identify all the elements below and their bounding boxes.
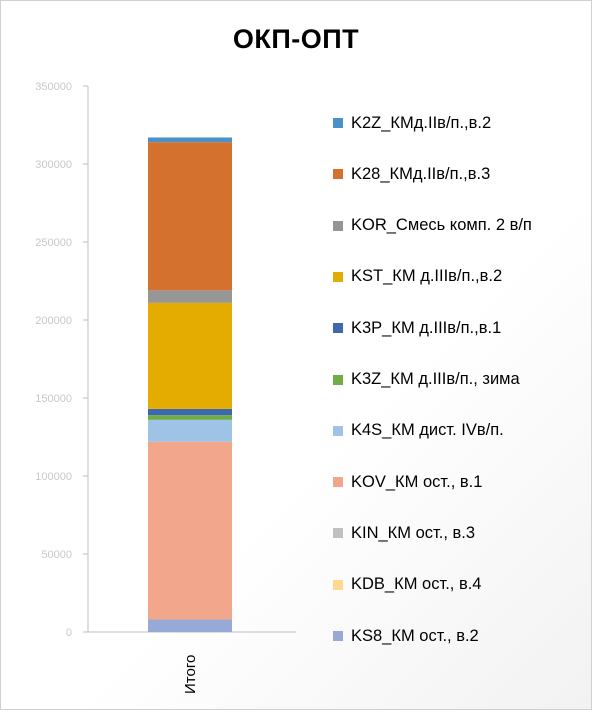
legend-label: K28_КМд.IIв/п.,в.3 [351, 164, 491, 183]
y-tick-label: 100000 [35, 471, 72, 483]
legend-swatch [333, 528, 343, 539]
legend-item: KOV_КМ ост., в.1 [333, 471, 482, 493]
legend-label: KOR_Смесь комп. 2 в/п [351, 216, 532, 235]
legend-swatch [333, 477, 343, 488]
bar-segment-8 [148, 302, 232, 409]
legend-label: KS8_КМ ост., в.2 [351, 626, 479, 645]
legend-item: KS8_КМ ост., в.2 [333, 625, 479, 647]
legend-item: K2Z_КМд.IIв/п.,в.2 [333, 112, 491, 134]
legend-item: KST_КМ д.IIIв/п.,в.2 [333, 266, 502, 288]
legend-label: KOV_КМ ост., в.1 [351, 472, 483, 491]
y-tick-label: 350000 [35, 81, 72, 93]
legend-label: K2Z_КМд.IIв/п.,в.2 [351, 113, 492, 132]
y-tick-label: 200000 [35, 315, 72, 327]
legend-swatch [333, 118, 343, 128]
bar-segment-7 [148, 408, 232, 416]
bar-segment-5 [148, 419, 232, 442]
bar-segment-6 [148, 415, 232, 420]
bar-segment-1 [148, 619, 232, 632]
legend-swatch [333, 169, 343, 180]
legend-swatch [333, 631, 343, 641]
bar-segment-10 [148, 142, 232, 291]
y-tick-label: 0 [66, 627, 72, 639]
x-category-label: Итого [182, 654, 199, 694]
legend-label: K4S_КМ дист. IVв/п. [351, 421, 504, 440]
y-tick-label: 300000 [35, 159, 72, 171]
bar-segment-9 [148, 290, 232, 303]
legend-item: KDB_КМ ост., в.4 [333, 574, 481, 596]
chart-title: ОКП-ОПТ [232, 24, 360, 54]
legend-label: KDB_КМ ост., в.4 [351, 575, 482, 594]
y-tick-label: 150000 [35, 393, 72, 405]
legend-label: KIN_КМ ост., в.3 [351, 523, 476, 542]
legend-item: K3P_КМ д.IIIв/п.,в.1 [333, 317, 501, 339]
legend-item: K3Z_КМ д.IIIв/п., зима [333, 369, 520, 391]
bar-segment-4 [148, 441, 232, 620]
legend-item: KOR_Смесь комп. 2 в/п [333, 215, 532, 237]
y-tick-label: 50000 [41, 549, 72, 561]
legend-item: K4S_КМ дист. IVв/п. [333, 420, 504, 442]
legend-label: K3Z_КМ д.IIIв/п., зима [351, 370, 520, 388]
legend-label: K3P_КМ д.IIIв/п.,в.1 [351, 318, 502, 337]
legend-swatch [333, 579, 343, 590]
y-tick-label: 250000 [35, 237, 72, 249]
legend-label: KST_КМ д.IIIв/п.,в.2 [351, 267, 503, 286]
legend-swatch [333, 374, 343, 385]
legend-item: K28_КМд.IIв/п.,в.3 [333, 163, 490, 185]
legend-swatch [333, 425, 343, 436]
legend-item: KIN_КМ ост., в.3 [333, 522, 475, 544]
legend-swatch [333, 220, 343, 231]
legend-swatch [333, 323, 343, 334]
bar-segment-11 [148, 137, 232, 143]
legend-swatch [333, 271, 343, 282]
